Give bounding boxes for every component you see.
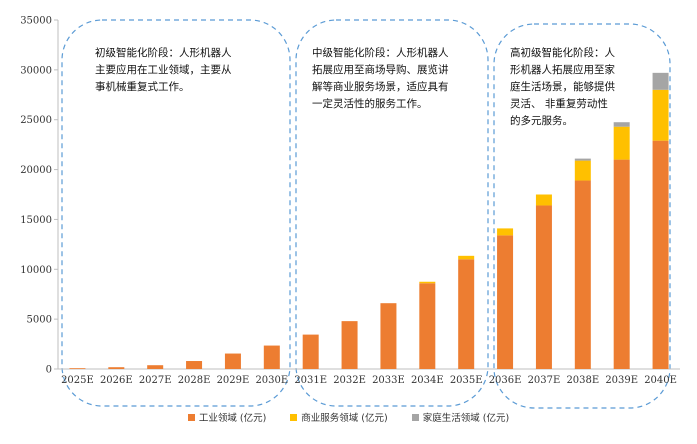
bar-household-2039E	[613, 122, 630, 127]
x-tick-label: 2027E	[139, 375, 172, 386]
y-tick-label: 5000	[27, 315, 52, 326]
x-tick-label: 2035E	[450, 375, 483, 386]
stage-box-3	[493, 23, 671, 409]
legend-item-industrial: 工业领域 (亿元)	[187, 410, 267, 424]
bar-industrial-2038E	[574, 180, 591, 369]
bar-industrial-2031E	[302, 334, 319, 369]
x-tick-label: 2029E	[217, 375, 250, 386]
annotation-primary-stage: 初级智能化阶段：人形机器人 主要应用在工业领域，主要从 事机械重复式工作。	[95, 47, 232, 93]
y-tick-label: 15000	[20, 215, 52, 226]
bar-commercial-2034E	[419, 281, 436, 284]
bar-industrial-2035E	[458, 259, 475, 369]
legend-label-household: 家庭生活领域 (亿元)	[422, 413, 510, 424]
legend-item-household: 家庭生活领域 (亿元)	[411, 410, 510, 424]
legend-swatch-commercial	[290, 413, 298, 421]
y-tick-label: 20000	[20, 165, 52, 176]
bar-industrial-2030E	[263, 345, 280, 369]
y-tick-label: 35000	[20, 16, 52, 27]
y-tick-label: 0	[46, 365, 52, 376]
x-tick-label: 2040E	[644, 375, 677, 386]
bar-industrial-2029E	[224, 353, 241, 369]
x-tick-label: 2031E	[294, 375, 327, 386]
x-tick-label: 2025E	[61, 375, 94, 386]
chart-legend: 工业领域 (亿元) 商业服务领域 (亿元) 家庭生活领域 (亿元)	[0, 410, 697, 424]
legend-label-commercial: 商业服务领域 (亿元)	[301, 413, 388, 424]
legend-swatch-household	[411, 413, 419, 421]
bar-industrial-2032E	[341, 321, 358, 369]
bar-commercial-2040E	[652, 89, 669, 141]
legend-item-commercial: 商业服务领域 (亿元)	[290, 410, 388, 424]
bar-industrial-2040E	[652, 140, 669, 369]
x-tick-label: 2026E	[100, 375, 133, 386]
bar-industrial-2036E	[497, 235, 514, 369]
annotation-advanced-stage: 高初级智能化阶段：人 形机器人拓展应用至家 庭生活场景，能够提供 灵活、 非重复…	[510, 47, 615, 127]
x-tick-label: 2039E	[605, 375, 638, 386]
x-tick-label: 2032E	[333, 375, 366, 386]
annotation-intermediate-stage: 中级智能化阶段：人形机器人 拓展应用至商场导购、展览讲 解等商业服务场景，适应具…	[312, 47, 449, 110]
bar-industrial-2034E	[419, 283, 436, 369]
x-tick-label: 2034E	[411, 375, 444, 386]
bar-industrial-2039E	[613, 159, 630, 369]
y-tick-label: 10000	[20, 265, 52, 276]
bar-commercial-2037E	[535, 194, 552, 206]
bar-industrial-2026E	[108, 367, 125, 369]
legend-label-industrial: 工业领域 (亿元)	[198, 413, 267, 424]
bar-commercial-2039E	[613, 126, 630, 160]
bar-commercial-2038E	[574, 160, 591, 181]
x-tick-label: 2030E	[255, 375, 288, 386]
bar-household-2040E	[652, 72, 669, 90]
stage-box-2	[295, 19, 489, 407]
x-tick-label: 2028E	[178, 375, 211, 386]
bar-commercial-2036E	[497, 228, 514, 236]
bar-commercial-2035E	[458, 255, 475, 260]
x-tick-label: 2033E	[372, 375, 405, 386]
x-tick-label: 2036E	[489, 375, 522, 386]
bar-household-2038E	[574, 158, 591, 161]
bar-industrial-2033E	[380, 303, 397, 369]
bar-industrial-2028E	[186, 361, 203, 369]
bar-industrial-2025E	[69, 368, 86, 369]
y-tick-label: 25000	[20, 115, 52, 126]
stage-box-1	[61, 19, 291, 407]
bar-industrial-2037E	[535, 205, 552, 369]
x-tick-label: 2038E	[566, 375, 599, 386]
y-tick-label: 30000	[20, 65, 52, 76]
legend-swatch-industrial	[187, 413, 195, 421]
x-tick-label: 2037E	[528, 375, 561, 386]
bar-industrial-2027E	[147, 365, 164, 369]
